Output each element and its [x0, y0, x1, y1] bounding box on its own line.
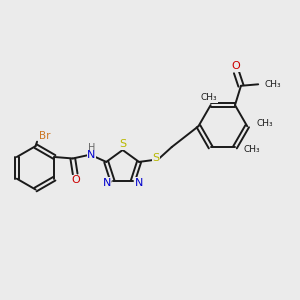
Text: Br: Br	[38, 131, 50, 141]
Text: CH₃: CH₃	[256, 119, 273, 128]
Text: H: H	[88, 143, 95, 153]
Text: N: N	[87, 151, 96, 160]
Text: S: S	[119, 139, 126, 149]
Text: S: S	[152, 153, 160, 163]
Text: N: N	[134, 178, 143, 188]
Text: N: N	[102, 178, 111, 188]
Text: O: O	[71, 176, 80, 185]
Text: O: O	[232, 61, 240, 71]
Text: CH₃: CH₃	[244, 145, 260, 154]
Text: CH₃: CH₃	[201, 93, 218, 102]
Text: CH₃: CH₃	[265, 80, 281, 89]
